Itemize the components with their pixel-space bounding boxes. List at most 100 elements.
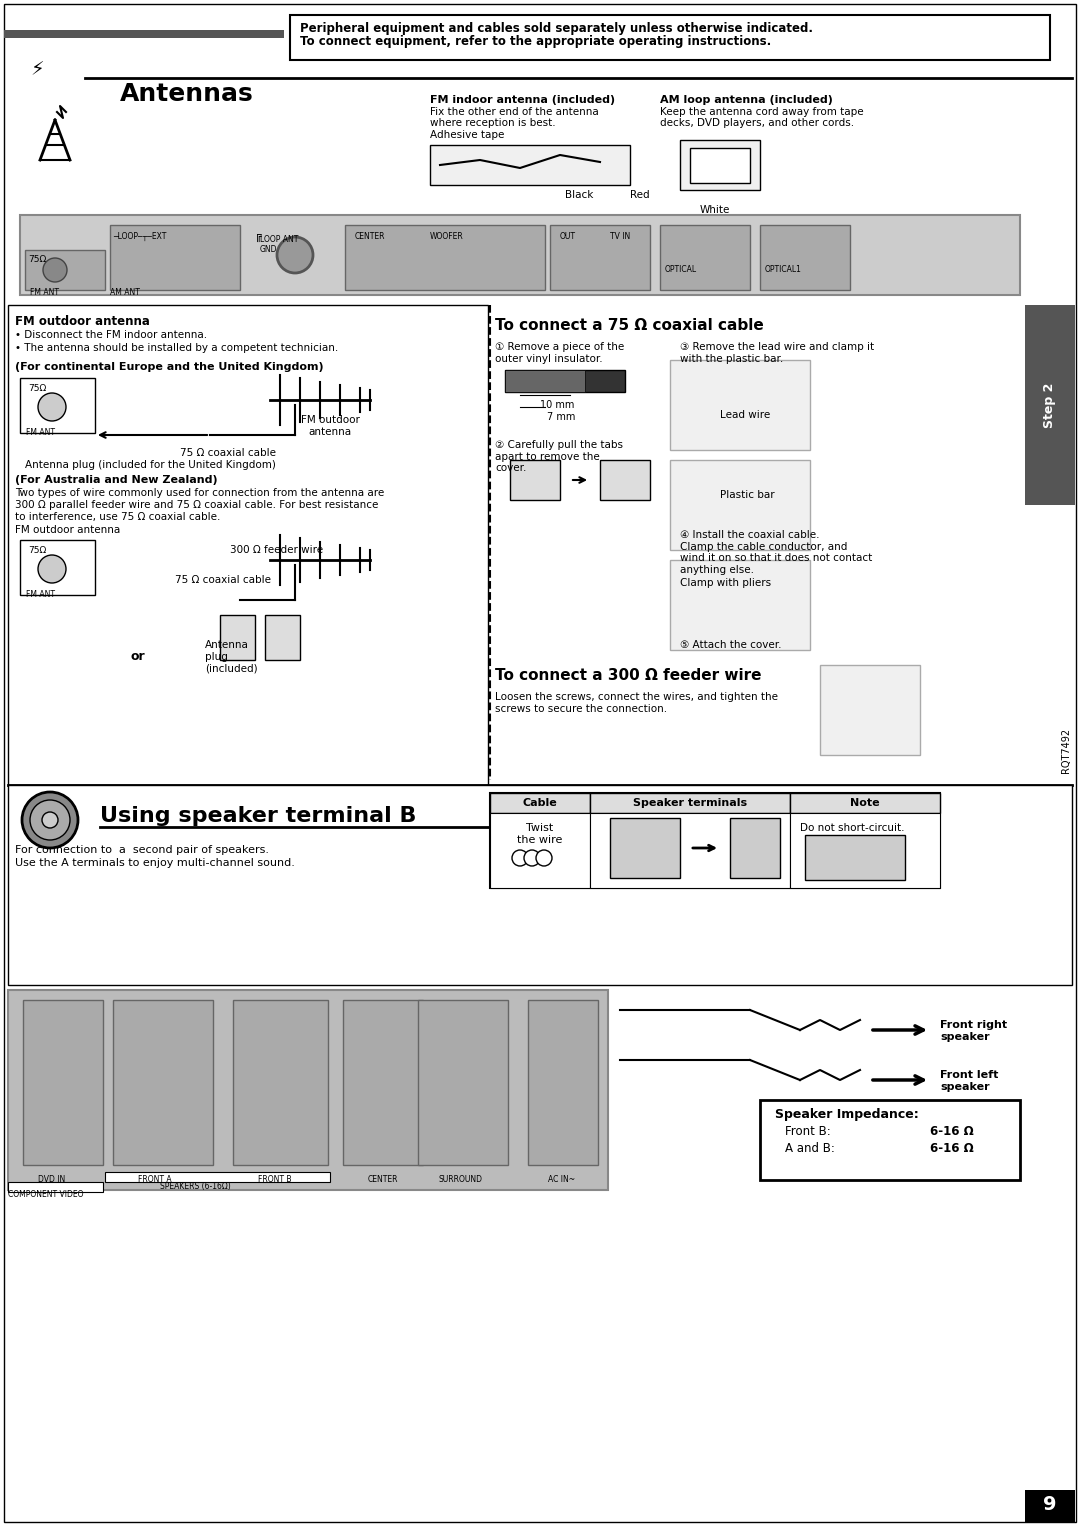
Bar bbox=[730, 818, 780, 877]
Bar bbox=[8, 990, 608, 1190]
Circle shape bbox=[42, 812, 58, 829]
Bar bbox=[430, 145, 630, 185]
Bar bbox=[660, 224, 750, 290]
Text: Antenna
plug
(included): Antenna plug (included) bbox=[205, 639, 258, 673]
Bar bbox=[113, 1000, 213, 1164]
Text: decks, DVD players, and other cords.: decks, DVD players, and other cords. bbox=[660, 118, 854, 128]
Circle shape bbox=[30, 800, 70, 839]
Bar bbox=[418, 1000, 508, 1164]
Text: Do not short-circuit.: Do not short-circuit. bbox=[800, 823, 905, 833]
Text: Antenna plug (included for the United Kingdom): Antenna plug (included for the United Ki… bbox=[25, 459, 275, 470]
Text: 300 Ω feeder wire: 300 Ω feeder wire bbox=[230, 545, 323, 555]
Text: COMPONENT VIDEO: COMPONENT VIDEO bbox=[8, 1190, 83, 1199]
Bar bbox=[820, 665, 920, 755]
Bar bbox=[510, 459, 561, 501]
Text: the wire: the wire bbox=[517, 835, 563, 845]
Bar bbox=[789, 813, 940, 888]
Bar bbox=[233, 1000, 328, 1164]
Text: Using speaker terminal B: Using speaker terminal B bbox=[100, 806, 417, 826]
Text: 75Ω: 75Ω bbox=[28, 385, 46, 394]
Text: Loosen the screws, connect the wires, and tighten the
screws to secure the conne: Loosen the screws, connect the wires, an… bbox=[495, 691, 778, 714]
Bar bbox=[590, 794, 789, 813]
Bar bbox=[550, 224, 650, 290]
Bar bbox=[25, 250, 105, 290]
Bar bbox=[505, 369, 625, 392]
Circle shape bbox=[38, 555, 66, 583]
Bar bbox=[110, 224, 240, 290]
Text: Use the A terminals to enjoy multi-channel sound.: Use the A terminals to enjoy multi-chann… bbox=[15, 858, 295, 868]
Bar bbox=[105, 1172, 330, 1183]
Text: Antennas: Antennas bbox=[120, 82, 254, 105]
Text: Speaker Impedance:: Speaker Impedance: bbox=[775, 1108, 919, 1122]
Bar bbox=[505, 369, 585, 392]
Bar bbox=[789, 794, 940, 813]
Bar bbox=[21, 215, 1020, 295]
Text: Speaker terminals: Speaker terminals bbox=[633, 798, 747, 807]
Text: For connection to  a  second pair of speakers.: For connection to a second pair of speak… bbox=[15, 845, 269, 855]
Text: Lead wire: Lead wire bbox=[720, 410, 770, 420]
Text: Clamp with pliers: Clamp with pliers bbox=[680, 578, 771, 588]
Bar bbox=[8, 1183, 103, 1192]
Text: FM ANT: FM ANT bbox=[30, 288, 59, 298]
Circle shape bbox=[524, 850, 540, 865]
Text: Fix the other end of the antenna: Fix the other end of the antenna bbox=[430, 107, 598, 118]
Text: 9: 9 bbox=[1043, 1495, 1056, 1514]
Text: To connect a 300 Ω feeder wire: To connect a 300 Ω feeder wire bbox=[495, 668, 761, 684]
Text: where reception is best.: where reception is best. bbox=[430, 118, 555, 128]
Text: TV IN: TV IN bbox=[610, 232, 631, 241]
Bar bbox=[590, 813, 789, 888]
Text: A and B:: A and B: bbox=[785, 1141, 835, 1155]
Text: FM indoor antenna (included): FM indoor antenna (included) bbox=[430, 95, 616, 105]
Circle shape bbox=[38, 394, 66, 421]
Text: FRONT B: FRONT B bbox=[258, 1175, 292, 1184]
Text: • The antenna should be installed by a competent technician.: • The antenna should be installed by a c… bbox=[15, 343, 338, 353]
Text: 10 mm: 10 mm bbox=[540, 400, 575, 410]
Text: White: White bbox=[700, 204, 730, 215]
Text: FM outdoor antenna: FM outdoor antenna bbox=[15, 314, 150, 328]
Text: LOOP ANT
GND: LOOP ANT GND bbox=[260, 235, 298, 255]
Text: ─LOOP─┬─EXT: ─LOOP─┬─EXT bbox=[113, 232, 166, 241]
Text: RQT7492: RQT7492 bbox=[1061, 728, 1071, 772]
Bar bbox=[490, 813, 590, 888]
Bar bbox=[1025, 305, 1075, 505]
Bar bbox=[760, 1100, 1020, 1180]
Text: (For continental Europe and the United Kingdom): (For continental Europe and the United K… bbox=[15, 362, 324, 372]
Bar bbox=[1025, 1489, 1075, 1521]
Text: OPTICAL1: OPTICAL1 bbox=[765, 266, 801, 275]
Text: ④ Install the coaxial cable.
Clamp the cable conductor, and
wind it on so that i: ④ Install the coaxial cable. Clamp the c… bbox=[680, 530, 873, 575]
Bar bbox=[690, 148, 750, 183]
Text: ⑤ Attach the cover.: ⑤ Attach the cover. bbox=[680, 639, 782, 650]
Text: Red: Red bbox=[630, 191, 650, 200]
Bar bbox=[492, 305, 1023, 784]
Bar bbox=[670, 560, 810, 650]
Text: 6-16 Ω: 6-16 Ω bbox=[930, 1125, 974, 1138]
Text: Peripheral equipment and cables sold separately unless otherwise indicated.: Peripheral equipment and cables sold sep… bbox=[300, 21, 813, 35]
Circle shape bbox=[22, 792, 78, 848]
Bar bbox=[760, 224, 850, 290]
Text: ② Carefully pull the tabs
apart to remove the
cover.: ② Carefully pull the tabs apart to remov… bbox=[495, 439, 623, 473]
Bar bbox=[265, 615, 300, 661]
Text: (For Australia and New Zealand): (For Australia and New Zealand) bbox=[15, 475, 218, 485]
Text: ╔: ╔ bbox=[255, 232, 261, 243]
Text: ① Remove a piece of the: ① Remove a piece of the bbox=[495, 342, 624, 353]
Bar bbox=[21, 540, 95, 595]
Bar bbox=[220, 615, 255, 661]
Bar bbox=[8, 305, 488, 784]
Circle shape bbox=[512, 850, 528, 865]
Text: 75Ω: 75Ω bbox=[28, 255, 46, 264]
Text: Plastic bar: Plastic bar bbox=[720, 490, 774, 501]
Text: DVD IN: DVD IN bbox=[38, 1175, 65, 1184]
Bar bbox=[528, 1000, 598, 1164]
Bar bbox=[680, 140, 760, 191]
Text: AM ANT: AM ANT bbox=[110, 288, 140, 298]
Circle shape bbox=[536, 850, 552, 865]
Bar bbox=[490, 794, 590, 813]
Text: OUT: OUT bbox=[561, 232, 576, 241]
Text: To connect equipment, refer to the appropriate operating instructions.: To connect equipment, refer to the appro… bbox=[300, 35, 771, 47]
Text: Front B:: Front B: bbox=[785, 1125, 831, 1138]
Bar bbox=[4, 31, 284, 38]
Text: FM outdoor
antenna: FM outdoor antenna bbox=[300, 415, 360, 436]
Text: 7 mm: 7 mm bbox=[546, 412, 576, 423]
Text: 300 Ω parallel feeder wire and 75 Ω coaxial cable. For best resistance: 300 Ω parallel feeder wire and 75 Ω coax… bbox=[15, 501, 378, 510]
Text: AC IN~: AC IN~ bbox=[548, 1175, 576, 1184]
